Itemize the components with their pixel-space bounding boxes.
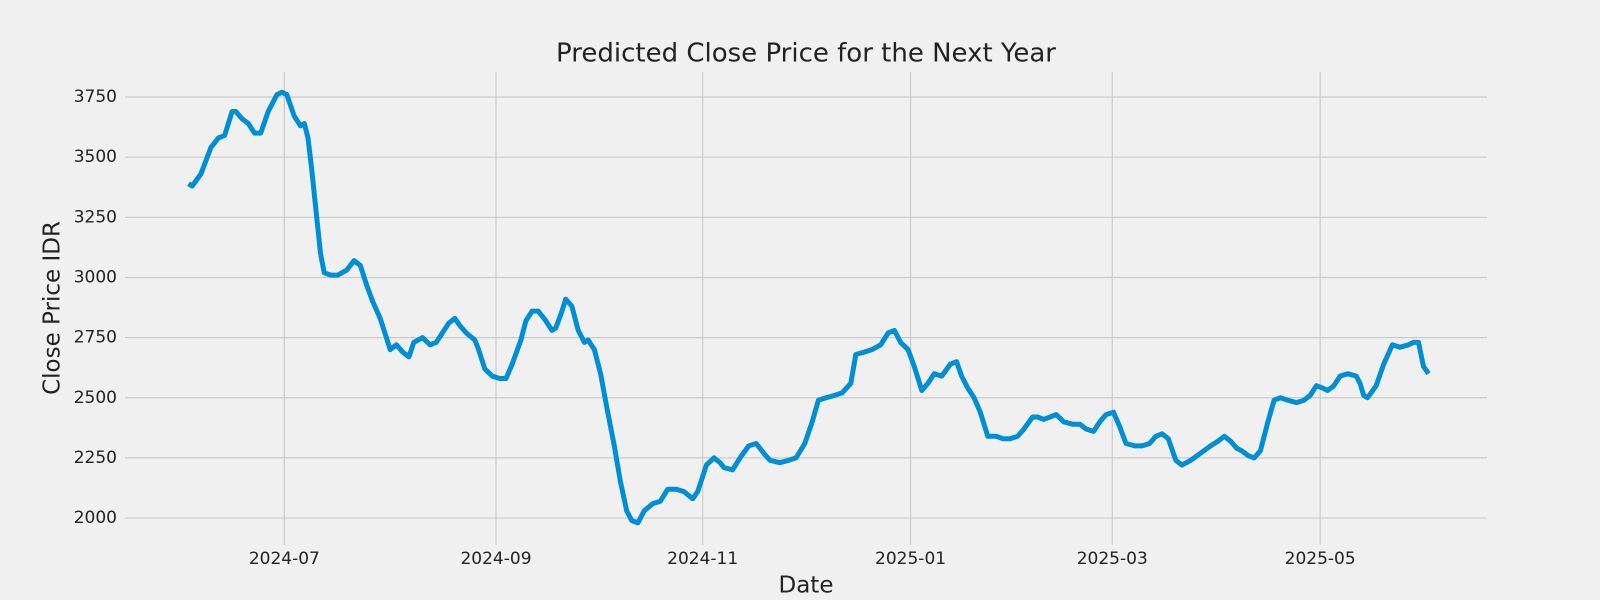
x-tick-label: 2024-11 bbox=[667, 549, 738, 569]
price-line bbox=[187, 89, 1431, 526]
x-tick-label: 2025-01 bbox=[875, 549, 946, 569]
x-tick-label: 2024-09 bbox=[460, 549, 531, 569]
x-axis-label: Date bbox=[779, 573, 834, 599]
y-tick-label: 3000 bbox=[74, 267, 117, 287]
x-tick-label: 2025-05 bbox=[1285, 549, 1356, 569]
y-tick-label: 3250 bbox=[74, 207, 117, 227]
y-axis-label: Close Price IDR bbox=[40, 221, 66, 395]
y-tick-label: 2500 bbox=[74, 388, 117, 408]
y-tick-label: 3750 bbox=[74, 87, 117, 107]
y-tick-label: 2750 bbox=[74, 328, 117, 348]
y-tick-label: 2250 bbox=[74, 448, 117, 468]
x-tick-label: 2024-07 bbox=[249, 549, 320, 569]
chart-title: Predicted Close Price for the Next Year bbox=[556, 39, 1056, 69]
y-tick-label: 3500 bbox=[74, 147, 117, 167]
y-tick-label: 2000 bbox=[74, 508, 117, 528]
x-tick-label: 2025-03 bbox=[1077, 549, 1148, 569]
